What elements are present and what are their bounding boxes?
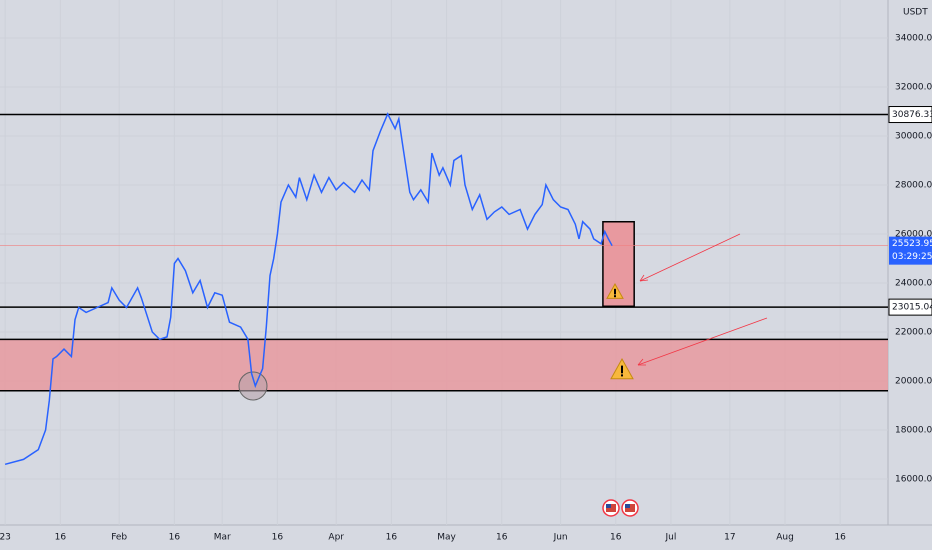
zone	[0, 339, 888, 391]
y-tick-label: 32000.00	[895, 82, 932, 92]
x-tick-label: 17	[724, 533, 735, 543]
y-tick-label: 28000.00	[895, 180, 932, 190]
x-tick-label: Jun	[553, 533, 568, 543]
price-label: 25523.95	[892, 239, 932, 249]
x-tick-label: 16	[610, 533, 622, 543]
x-tick-label: 16	[834, 533, 846, 543]
x-tick-label: Feb	[111, 533, 127, 543]
x-tick-label: May	[437, 533, 456, 543]
arrow-head	[637, 358, 646, 366]
warning-mark	[621, 374, 623, 377]
y-tick-label: 18000.00	[895, 425, 932, 435]
y-tick-label: 16000.00	[895, 474, 932, 484]
x-tick-label: 16	[169, 533, 181, 543]
event-flag	[606, 504, 611, 508]
x-tick-label: 23	[0, 533, 11, 543]
y-tick-label: 24000.00	[895, 278, 932, 288]
x-tick-label: 16	[272, 533, 284, 543]
x-tick-label: Apr	[328, 533, 344, 543]
level-label: 30876.33	[892, 110, 932, 120]
axis-label: USDT	[903, 8, 928, 18]
y-tick-label: 22000.00	[895, 327, 932, 337]
x-tick-label: 16	[496, 533, 508, 543]
y-tick-label: 34000.00	[895, 33, 932, 43]
warning-mark	[621, 365, 623, 374]
level-tag	[888, 106, 932, 124]
arrow	[639, 233, 741, 282]
price-line-series	[4, 112, 613, 466]
x-tick-label: Aug	[776, 533, 794, 543]
event-flag	[625, 504, 630, 508]
warning-mark	[614, 288, 616, 295]
x-tick-label: Jul	[665, 533, 677, 543]
price-tag	[889, 236, 932, 265]
x-tick-label: 16	[55, 533, 67, 543]
warning-mark	[614, 295, 616, 298]
x-tick-label: 16	[386, 533, 398, 543]
level-tag	[888, 298, 932, 316]
arrow	[637, 317, 768, 366]
y-tick-label: 26000.00	[895, 229, 932, 239]
countdown: 03:29:25	[892, 252, 932, 262]
arrow-head	[639, 274, 649, 282]
level-label: 23015.04	[892, 303, 932, 313]
y-tick-label: 30000.00	[895, 131, 932, 141]
y-tick-label: 20000.00	[895, 376, 932, 386]
x-tick-label: Mar	[214, 533, 231, 543]
highlight-circle	[238, 371, 268, 401]
